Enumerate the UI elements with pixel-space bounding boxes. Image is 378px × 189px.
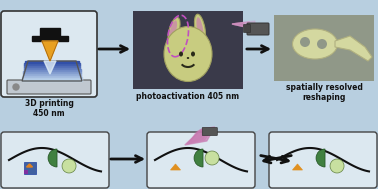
Polygon shape	[22, 77, 82, 79]
FancyBboxPatch shape	[1, 11, 97, 97]
Circle shape	[62, 159, 76, 173]
Wedge shape	[48, 149, 57, 167]
Polygon shape	[42, 41, 58, 61]
Ellipse shape	[197, 17, 204, 41]
Text: photoactivation 405 nm: photoactivation 405 nm	[136, 92, 240, 101]
Ellipse shape	[194, 14, 206, 44]
Polygon shape	[232, 21, 255, 29]
Polygon shape	[232, 22, 249, 28]
FancyBboxPatch shape	[202, 128, 217, 136]
Polygon shape	[187, 128, 213, 144]
Polygon shape	[232, 22, 243, 26]
Bar	[23, 170, 28, 174]
Bar	[23, 162, 36, 174]
Polygon shape	[191, 130, 209, 142]
FancyBboxPatch shape	[243, 25, 251, 33]
Circle shape	[317, 39, 327, 49]
FancyBboxPatch shape	[269, 132, 377, 188]
FancyBboxPatch shape	[133, 11, 243, 89]
Text: spatially resolved
reshaping: spatially resolved reshaping	[285, 83, 363, 102]
FancyBboxPatch shape	[147, 132, 255, 188]
Ellipse shape	[187, 57, 189, 59]
Circle shape	[300, 37, 310, 47]
FancyBboxPatch shape	[274, 15, 374, 81]
Polygon shape	[44, 61, 56, 74]
Polygon shape	[25, 63, 80, 65]
Circle shape	[205, 151, 219, 165]
Wedge shape	[316, 149, 325, 167]
Bar	[32, 36, 68, 41]
FancyBboxPatch shape	[7, 80, 91, 94]
Polygon shape	[335, 36, 372, 61]
Ellipse shape	[293, 29, 338, 59]
Polygon shape	[170, 164, 181, 170]
Polygon shape	[23, 71, 81, 73]
Circle shape	[13, 84, 19, 90]
Ellipse shape	[169, 20, 177, 42]
Text: 3D printing
450 nm: 3D printing 450 nm	[25, 99, 73, 118]
Polygon shape	[23, 69, 81, 71]
Polygon shape	[293, 164, 302, 170]
Polygon shape	[24, 67, 80, 69]
Ellipse shape	[164, 26, 212, 81]
Polygon shape	[23, 73, 81, 75]
Circle shape	[330, 159, 344, 173]
Polygon shape	[185, 127, 215, 145]
Polygon shape	[23, 75, 81, 77]
Ellipse shape	[179, 51, 183, 57]
FancyBboxPatch shape	[1, 132, 109, 188]
Polygon shape	[25, 61, 79, 63]
Wedge shape	[194, 149, 203, 167]
Ellipse shape	[191, 51, 195, 57]
Polygon shape	[26, 164, 33, 167]
FancyBboxPatch shape	[247, 23, 269, 35]
Bar	[40, 28, 60, 36]
Polygon shape	[189, 129, 211, 143]
Polygon shape	[22, 79, 82, 81]
Polygon shape	[24, 65, 80, 67]
Ellipse shape	[168, 17, 180, 45]
